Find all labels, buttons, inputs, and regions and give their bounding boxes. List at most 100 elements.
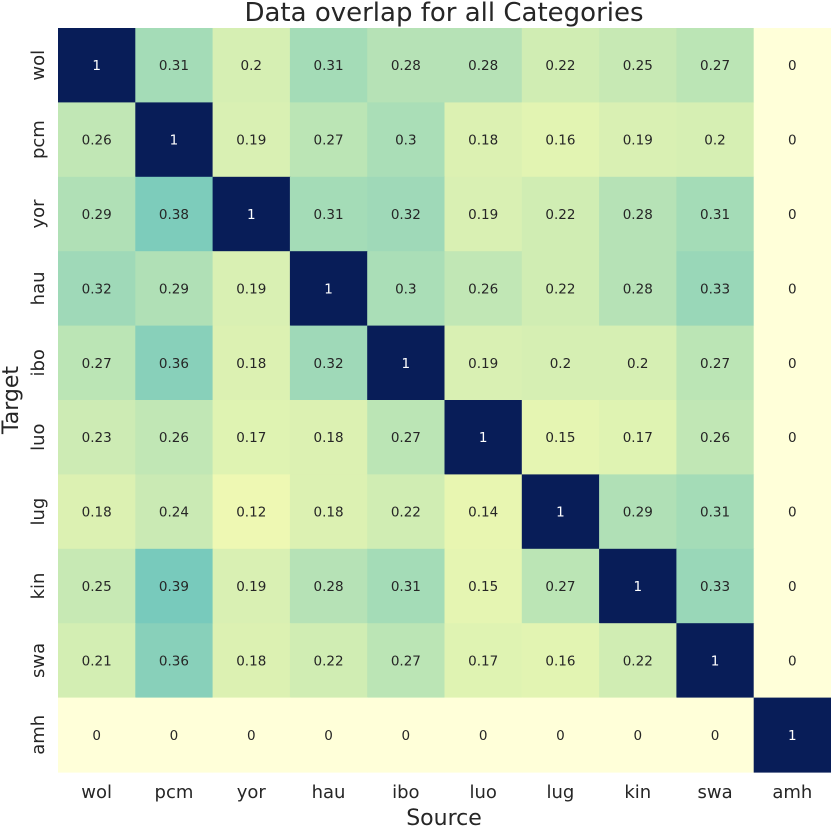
heatmap-cell	[599, 400, 677, 475]
cell-value-label: 0.31	[700, 505, 730, 521]
heatmap-cell	[58, 474, 136, 550]
y-tick-label: ibo	[28, 349, 49, 376]
heatmap-cell	[367, 548, 446, 624]
cell-value-label: 0.18	[314, 430, 344, 446]
cell-value-label: 0.25	[82, 579, 112, 595]
heatmap-cell	[444, 251, 523, 327]
cell-value-label: 1	[402, 356, 411, 372]
cell-value-label: 0.17	[623, 430, 653, 446]
cell-value-label: 1	[711, 653, 720, 669]
cell-value-label: 0.26	[700, 430, 730, 446]
heatmap-cell	[58, 623, 136, 699]
cell-value-label: 0	[788, 207, 797, 223]
cell-value-label: 0.19	[236, 579, 266, 595]
cell-value-label: 0.15	[468, 579, 498, 595]
cell-value-label: 0	[92, 728, 101, 744]
heatmap-cell	[289, 697, 368, 773]
heatmap-cell	[367, 176, 446, 252]
cell-value-label: 0.18	[314, 505, 344, 521]
y-tick-label: hau	[28, 271, 49, 305]
cell-value-label: 0.18	[468, 133, 498, 149]
cell-value-label: 0.3	[395, 281, 416, 297]
cell-value-label: 0.27	[391, 430, 421, 446]
x-tick-label: kin	[624, 782, 651, 803]
cell-value-label: 0.22	[545, 281, 575, 297]
heatmap-cell	[444, 697, 523, 773]
cell-value-label: 0.27	[314, 133, 344, 149]
heatmap-cell	[135, 697, 214, 773]
heatmap-cell	[753, 623, 831, 699]
y-tick-label: swa	[28, 643, 49, 678]
x-tick-label: lug	[547, 782, 575, 803]
heatmap-cell	[444, 176, 523, 252]
heatmap-cell	[753, 325, 831, 401]
heatmap-cell	[212, 474, 291, 550]
heatmap-cell	[212, 400, 291, 475]
cell-value-label: 0.33	[700, 281, 730, 297]
y-tick-label: kin	[28, 573, 49, 600]
cell-value-label: 0.32	[314, 356, 344, 372]
cell-value-label: 0.22	[314, 653, 344, 669]
cell-value-label: 0.15	[545, 430, 575, 446]
cell-value-label: 0.14	[468, 505, 498, 521]
heatmap-cell	[58, 697, 136, 773]
cell-value-label: 0.36	[159, 356, 189, 372]
heatmap-cell	[753, 176, 831, 252]
cell-value-label: 0.22	[391, 505, 421, 521]
cell-value-label: 0.2	[704, 133, 725, 149]
heatmap-cell	[135, 548, 214, 624]
cell-value-label: 0.27	[391, 653, 421, 669]
cell-value-label: 0.22	[623, 653, 653, 669]
heatmap-cell	[58, 28, 136, 103]
cell-value-label: 0	[788, 430, 797, 446]
cell-value-label: 0.26	[82, 133, 112, 149]
y-tick-label: lug	[28, 498, 49, 526]
heatmap-cell	[753, 28, 831, 103]
heatmap-cell	[521, 28, 600, 103]
heatmap-cell	[521, 176, 600, 252]
y-tick-label: yor	[28, 199, 49, 229]
cell-value-label: 0.31	[159, 58, 189, 74]
cell-value-label: 0	[402, 728, 411, 744]
heatmap-cell	[58, 548, 136, 624]
heatmap-cell	[135, 623, 214, 699]
cell-value-label: 0.21	[82, 653, 112, 669]
heatmap-cell	[367, 251, 446, 327]
heatmap-cell	[521, 548, 600, 624]
cell-value-label: 1	[92, 58, 101, 74]
cell-value-label: 0.2	[627, 356, 648, 372]
heatmap-cell	[58, 176, 136, 252]
heatmap-cell	[753, 102, 831, 178]
heatmap-cell	[289, 102, 368, 178]
heatmap-cell	[289, 251, 368, 327]
cell-value-label: 0.16	[545, 133, 575, 149]
heatmap-cell	[212, 548, 291, 624]
heatmap-cell	[289, 400, 368, 475]
heatmap-cell	[676, 28, 755, 103]
heatmap-cell	[599, 28, 677, 103]
cell-value-label: 0	[711, 728, 720, 744]
cell-value-label: 0.19	[236, 281, 266, 297]
heatmap-cell	[212, 623, 291, 699]
x-tick-label: wol	[81, 782, 112, 803]
heatmap-cell	[58, 400, 136, 475]
heatmap-cell	[444, 325, 523, 401]
cell-value-label: 0.19	[468, 356, 498, 372]
chart-title: Data overlap for all Categories	[244, 0, 643, 28]
y-tick-labels: wol pcm yor hau ibo luo lug kin swa amh	[28, 50, 49, 755]
cell-value-label: 1	[324, 281, 333, 297]
heatmap-cell	[135, 102, 214, 178]
cell-value-label: 0.28	[391, 58, 421, 74]
cell-value-label: 0.31	[391, 579, 421, 595]
cell-value-label: 0	[788, 579, 797, 595]
cell-value-label: 0.12	[236, 505, 266, 521]
heatmap-cell	[212, 697, 291, 773]
heatmap-cell	[753, 474, 831, 550]
heatmap-cell	[521, 325, 600, 401]
cell-value-label: 0	[324, 728, 333, 744]
heatmap-cell	[135, 251, 214, 327]
cell-value-label: 0.32	[391, 207, 421, 223]
y-tick-label: luo	[28, 423, 49, 450]
cell-value-label: 0	[170, 728, 179, 744]
